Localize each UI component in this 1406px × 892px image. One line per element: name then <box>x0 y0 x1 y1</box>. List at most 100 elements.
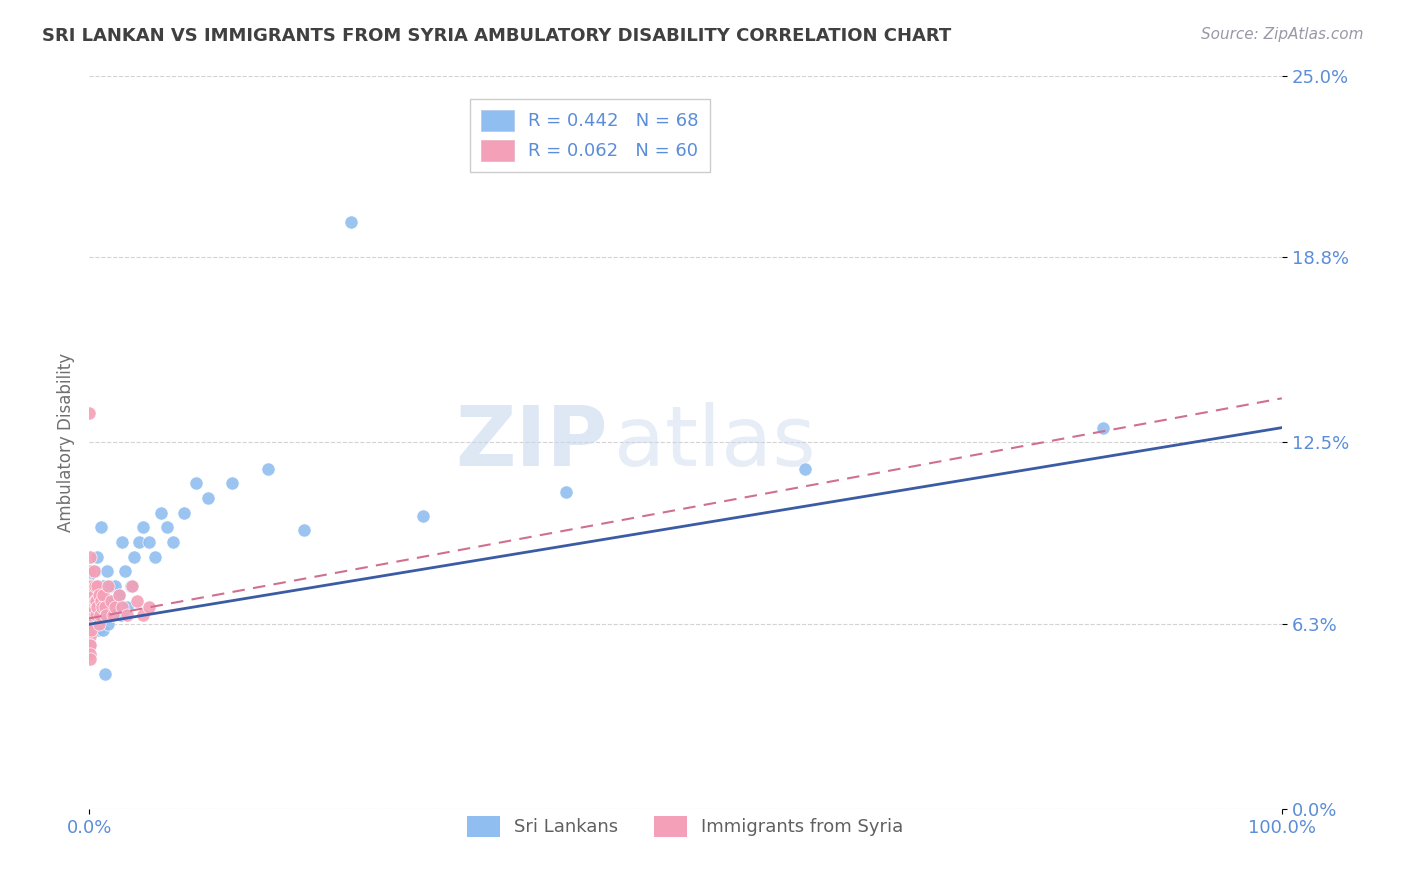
Point <box>79 599 101 614</box>
Point <box>90 594 112 608</box>
Point <box>221 476 243 491</box>
Point <box>87 588 110 602</box>
Point <box>80 623 103 637</box>
Point <box>90 520 112 534</box>
Point <box>124 549 146 564</box>
Point <box>91 599 114 614</box>
Point <box>173 506 195 520</box>
Point <box>79 579 101 593</box>
Point <box>87 579 110 593</box>
Point <box>79 567 101 582</box>
Point <box>79 579 101 593</box>
Point <box>94 608 117 623</box>
Point <box>412 508 434 523</box>
Point <box>77 406 100 420</box>
Point <box>83 594 105 608</box>
Point <box>79 565 101 579</box>
Point <box>79 638 101 652</box>
Point <box>104 599 127 614</box>
Point <box>79 608 101 623</box>
Point <box>128 535 150 549</box>
Point <box>86 579 108 593</box>
Point <box>83 608 105 623</box>
Point <box>80 597 103 611</box>
Point <box>80 594 103 608</box>
Point <box>257 461 280 475</box>
Point <box>115 608 138 623</box>
Point <box>93 588 115 602</box>
Point <box>186 476 208 491</box>
Point <box>86 623 108 637</box>
Point <box>87 617 110 632</box>
Point <box>87 608 110 623</box>
Point <box>84 608 107 623</box>
Point <box>82 617 104 632</box>
Point <box>79 638 101 652</box>
Point <box>84 594 107 608</box>
Point <box>93 599 115 614</box>
Point <box>83 588 105 602</box>
Point <box>79 579 101 593</box>
Point <box>555 485 578 500</box>
Point <box>97 617 120 632</box>
Point <box>84 623 107 637</box>
Point <box>292 524 315 538</box>
Point <box>89 608 111 623</box>
Point <box>84 565 107 579</box>
Point <box>108 588 131 602</box>
Point <box>86 599 108 614</box>
Point <box>138 535 160 549</box>
Point <box>121 579 143 593</box>
Point <box>79 617 101 632</box>
Point <box>93 667 115 681</box>
Point <box>82 599 104 614</box>
Point <box>79 594 101 608</box>
Point <box>1091 420 1114 434</box>
Point <box>79 623 101 637</box>
Point <box>86 549 108 564</box>
Point <box>79 588 101 602</box>
Point <box>82 594 104 608</box>
Point <box>155 520 177 534</box>
Point <box>82 602 104 616</box>
Point <box>132 608 155 623</box>
Point <box>107 599 129 614</box>
Point <box>82 594 104 608</box>
Point <box>80 608 103 623</box>
Point <box>103 594 125 608</box>
Point <box>340 215 363 229</box>
Point <box>793 461 815 475</box>
Point <box>132 520 155 534</box>
Point <box>149 506 172 520</box>
Text: ZIP: ZIP <box>456 401 607 483</box>
Point <box>100 579 122 593</box>
Point <box>162 535 184 549</box>
Point <box>93 579 115 593</box>
Point <box>93 594 115 608</box>
Point <box>79 594 101 608</box>
Point <box>79 623 101 637</box>
Point <box>84 594 107 608</box>
Point <box>108 588 131 602</box>
Point <box>125 594 148 608</box>
Point <box>84 579 107 593</box>
Point <box>97 579 120 593</box>
Point <box>197 491 219 505</box>
Text: SRI LANKAN VS IMMIGRANTS FROM SYRIA AMBULATORY DISABILITY CORRELATION CHART: SRI LANKAN VS IMMIGRANTS FROM SYRIA AMBU… <box>42 27 952 45</box>
Point <box>87 623 110 637</box>
Legend: Sri Lankans, Immigrants from Syria: Sri Lankans, Immigrants from Syria <box>460 809 911 844</box>
Point <box>93 623 115 637</box>
Point <box>80 608 103 623</box>
Point <box>79 599 101 614</box>
Point <box>138 599 160 614</box>
Point <box>84 579 107 593</box>
Point <box>79 629 101 643</box>
Y-axis label: Ambulatory Disability: Ambulatory Disability <box>58 352 75 532</box>
Point <box>111 599 134 614</box>
Point <box>84 608 107 623</box>
Point <box>79 606 101 620</box>
Point <box>79 611 101 625</box>
Point <box>79 591 101 605</box>
Point <box>110 608 132 623</box>
Point <box>84 617 107 632</box>
